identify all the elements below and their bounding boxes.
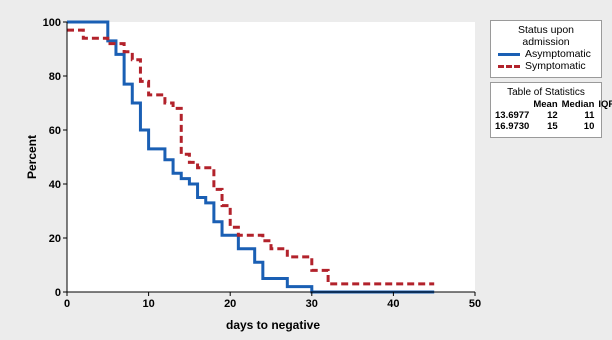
x-tick-label: 40 — [387, 298, 399, 310]
legend-item-asymptomatic: Asymptomatic — [491, 48, 601, 60]
statistics-table-box: Table of Statistics Mean Median IQR 13.6… — [490, 82, 612, 138]
legend: Status upon admission Asymptomatic Sympt… — [490, 20, 602, 78]
y-tick-label: 80 — [49, 71, 61, 83]
y-axis-label: Percent — [25, 135, 39, 179]
statistics-header: Mean — [533, 99, 558, 110]
statistics-cell: 10 — [583, 121, 595, 132]
statistics-row: 13.6977 12 11 — [493, 110, 612, 121]
legend-label-symptomatic: Symptomatic — [525, 60, 586, 72]
statistics-cell: 13.6977 — [495, 110, 530, 121]
legend-label-asymptomatic: Asymptomatic — [525, 48, 591, 60]
series-line-symptomatic — [67, 28, 435, 286]
y-tick-label: 100 — [43, 17, 61, 29]
statistics-cell: 12 — [547, 110, 558, 121]
x-tick-label: 20 — [224, 298, 236, 310]
statistics-header-row: Mean Median IQR — [493, 99, 612, 110]
x-axis-label: days to negative — [226, 318, 320, 332]
series-line-asymptomatic — [67, 20, 435, 294]
x-tick-label: 50 — [469, 298, 481, 310]
legend-swatch-symptomatic — [498, 65, 520, 68]
statistics-cell: 15 — [547, 121, 558, 132]
x-tick-label: 30 — [306, 298, 318, 310]
statistics-title: Table of Statistics — [507, 87, 585, 98]
legend-item-symptomatic: Symptomatic — [491, 60, 601, 72]
legend-swatch-asymptomatic — [498, 53, 520, 56]
statistics-table: Mean Median IQR 13.6977 12 11 16.9730 15… — [493, 99, 612, 132]
x-tick-label: 10 — [142, 298, 154, 310]
y-tick-label: 40 — [49, 179, 61, 191]
plot-area — [67, 22, 475, 292]
statistics-cell: 16.9730 — [495, 121, 530, 132]
y-tick-label: 60 — [49, 125, 61, 137]
series-layer — [67, 20, 435, 294]
statistics-header: Median — [561, 99, 595, 110]
statistics-row: 16.9730 15 10 — [493, 121, 612, 132]
y-tick-label: 20 — [49, 233, 61, 245]
axes-layer: 0 10 20 30 40 50 0 20 40 60 80 100 — [43, 17, 481, 310]
x-tick-label: 0 — [64, 298, 70, 310]
statistics-cell: 11 — [584, 110, 595, 121]
statistics-header: IQR — [598, 99, 612, 110]
y-tick-label: 0 — [55, 287, 61, 299]
legend-title: Status upon admission — [517, 24, 575, 48]
